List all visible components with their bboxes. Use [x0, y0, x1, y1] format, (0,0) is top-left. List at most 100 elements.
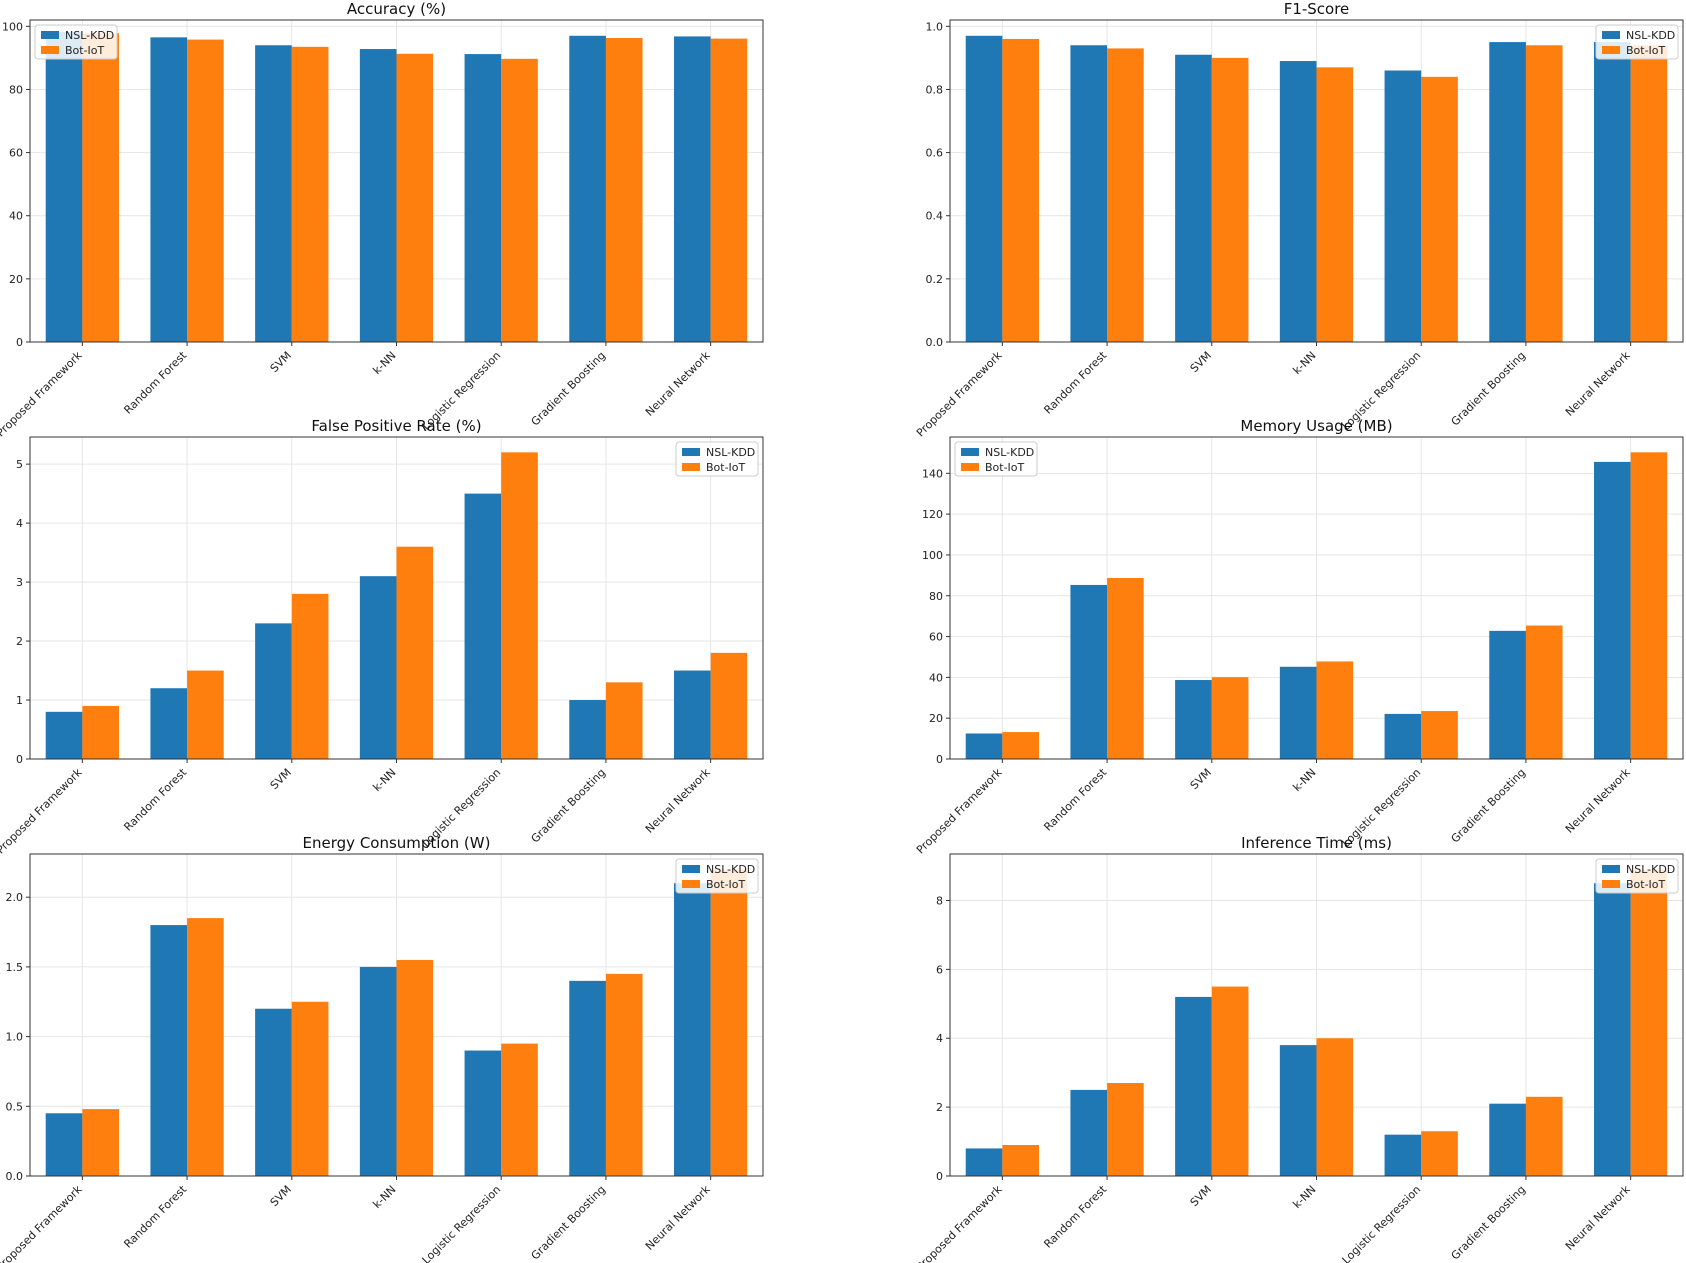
- legend-label-nsl-kdd: NSL-KDD: [1626, 863, 1675, 876]
- y-tick-label: 8: [936, 894, 943, 907]
- x-tick-label-proposed-framework: Proposed Framework: [914, 348, 1005, 439]
- bar-nsl-kdd-random-forest: [1070, 45, 1108, 342]
- x-tick-label-neural-network: Neural Network: [1563, 765, 1633, 835]
- legend-label-bot-iot: Bot-IoT: [985, 461, 1025, 474]
- bar-bot-iot-svm: [291, 593, 329, 759]
- x-tick-label-random-forest: Random Forest: [121, 348, 189, 416]
- bar-nsl-kdd-random-forest: [150, 688, 188, 759]
- bar-bot-iot-random-forest: [187, 670, 224, 759]
- bar-bot-iot-gradient-boosting: [605, 37, 643, 343]
- bar-bot-iot-proposed-framework: [82, 33, 120, 343]
- bar-nsl-kdd-proposed-framework: [45, 1113, 83, 1176]
- y-tick-label: 0: [936, 753, 943, 766]
- y-tick-label: 4: [16, 517, 23, 530]
- y-tick-label: 60: [929, 631, 943, 644]
- x-tick-label-svm: SVM: [268, 1183, 294, 1209]
- legend: NSL-KDD Bot-IoT: [1595, 858, 1679, 894]
- chart-title: False Positive Rate (%): [311, 417, 481, 435]
- bar-bot-iot-k-nn: [1316, 1038, 1354, 1176]
- bar-bot-iot-k-nn: [1316, 661, 1354, 759]
- y-tick-label: 0.2: [926, 273, 944, 286]
- legend-label-nsl-kdd: NSL-KDD: [65, 29, 114, 42]
- x-tick-label-random-forest: Random Forest: [1041, 348, 1109, 416]
- bar-nsl-kdd-neural-network: [1593, 883, 1631, 1176]
- bar-nsl-kdd-proposed-framework: [965, 733, 1003, 759]
- chart-accuracy: 0 20 40 60 80 100 Proposed Framework Random For…: [0, 0, 764, 439]
- bar-nsl-kdd-neural-network: [1593, 461, 1631, 759]
- legend-swatch-bot-iot: [961, 463, 979, 471]
- y-tick-label: 60: [9, 147, 23, 160]
- bar-bot-iot-neural-network: [1630, 869, 1668, 1176]
- bar-bot-iot-random-forest: [187, 39, 224, 343]
- bar-nsl-kdd-svm: [1175, 54, 1212, 342]
- y-tick-label: 0: [16, 336, 23, 349]
- bar-nsl-kdd-proposed-framework: [45, 31, 83, 342]
- bar-bot-iot-proposed-framework: [82, 1109, 120, 1176]
- bar-nsl-kdd-svm: [1175, 680, 1212, 759]
- legend-label-bot-iot: Bot-IoT: [1626, 44, 1666, 57]
- legend-label-bot-iot: Bot-IoT: [65, 44, 105, 57]
- bar-nsl-kdd-k-nn: [359, 966, 397, 1176]
- x-tick-label-gradient-boosting: Gradient Boosting: [1449, 1183, 1529, 1263]
- y-tick-label: 4: [936, 1032, 943, 1045]
- legend-label-nsl-kdd: NSL-KDD: [985, 446, 1034, 459]
- x-tick-label-gradient-boosting: Gradient Boosting: [529, 349, 609, 429]
- x-tick-label-gradient-boosting: Gradient Boosting: [529, 766, 609, 846]
- bar-nsl-kdd-neural-network: [1593, 42, 1631, 343]
- bar-bot-iot-logistic-regression: [501, 452, 538, 759]
- y-tick-label: 40: [9, 210, 23, 223]
- bar-bot-iot-gradient-boosting: [1525, 625, 1563, 759]
- legend: NSL-KDD Bot-IoT: [1595, 24, 1679, 60]
- y-tick-label: 20: [929, 712, 943, 725]
- bar-bot-iot-svm: [291, 1001, 329, 1176]
- y-tick-label: 140: [922, 467, 943, 480]
- y-tick-label: 6: [936, 963, 943, 976]
- bar-bot-iot-logistic-regression: [1421, 711, 1458, 759]
- legend-label-bot-iot: Bot-IoT: [706, 878, 746, 891]
- chart-memory-usage-mb: 0 20 40 60 80 100 120 140 Proposed Framework Rand…: [914, 417, 1684, 856]
- x-tick-label-svm: SVM: [268, 349, 294, 375]
- y-tick-label: 0.8: [926, 83, 944, 96]
- y-tick-label: 100: [922, 549, 943, 562]
- y-tick-label: 0.4: [926, 210, 944, 223]
- x-tick-label-svm: SVM: [1188, 766, 1214, 792]
- legend-swatch-nsl-kdd: [682, 448, 700, 456]
- bar-bot-iot-gradient-boosting: [1525, 45, 1563, 342]
- y-tick-label: 1.0: [926, 20, 944, 33]
- legend-swatch-nsl-kdd: [41, 31, 59, 39]
- x-tick-label-k-nn: k-NN: [1290, 1183, 1318, 1211]
- bar-nsl-kdd-gradient-boosting: [1489, 42, 1526, 343]
- legend: NSL-KDD Bot-IoT: [675, 858, 759, 894]
- bar-nsl-kdd-k-nn: [359, 576, 397, 759]
- bar-nsl-kdd-neural-network: [673, 670, 711, 759]
- bar-bot-iot-logistic-regression: [1421, 1131, 1458, 1176]
- bar-bot-iot-neural-network: [710, 652, 748, 759]
- x-tick-label-proposed-framework: Proposed Framework: [0, 765, 85, 856]
- x-tick-label-random-forest: Random Forest: [121, 765, 189, 833]
- chart-false-positive-rate: 0 1 2 3 4 5 Proposed Framework Random Forest SVM…: [0, 417, 764, 856]
- bar-nsl-kdd-k-nn: [1279, 61, 1317, 342]
- x-tick-label-random-forest: Random Forest: [121, 1182, 189, 1250]
- chart-title: Accuracy (%): [347, 0, 446, 18]
- bar-nsl-kdd-neural-network: [673, 36, 711, 343]
- bar-bot-iot-gradient-boosting: [605, 682, 643, 759]
- x-tick-label-k-nn: k-NN: [1290, 349, 1318, 377]
- bar-bot-iot-svm: [1211, 57, 1249, 342]
- bar-bot-iot-gradient-boosting: [605, 973, 643, 1176]
- chart-inference-time-ms: 0 2 4 6 8 Proposed Framework Random Forest SVM k…: [914, 834, 1684, 1263]
- x-tick-label-svm: SVM: [268, 766, 294, 792]
- x-tick-label-proposed-framework: Proposed Framework: [0, 348, 85, 439]
- bar-bot-iot-random-forest: [187, 918, 224, 1176]
- chart-f1-score: 0.0 0.2 0.4 0.6 0.8 1.0 Proposed Framework Rand…: [914, 0, 1684, 439]
- bar-nsl-kdd-proposed-framework: [965, 35, 1003, 343]
- x-tick-label-k-nn: k-NN: [370, 1183, 398, 1211]
- bar-bot-iot-k-nn: [396, 53, 434, 342]
- bar-nsl-kdd-logistic-regression: [1384, 1134, 1422, 1176]
- bar-nsl-kdd-random-forest: [1070, 1089, 1108, 1176]
- bar-nsl-kdd-gradient-boosting: [569, 700, 606, 759]
- bar-bot-iot-neural-network: [710, 38, 748, 342]
- legend-swatch-bot-iot: [1602, 46, 1620, 54]
- bar-nsl-kdd-random-forest: [150, 925, 188, 1176]
- bar-nsl-kdd-proposed-framework: [45, 711, 83, 759]
